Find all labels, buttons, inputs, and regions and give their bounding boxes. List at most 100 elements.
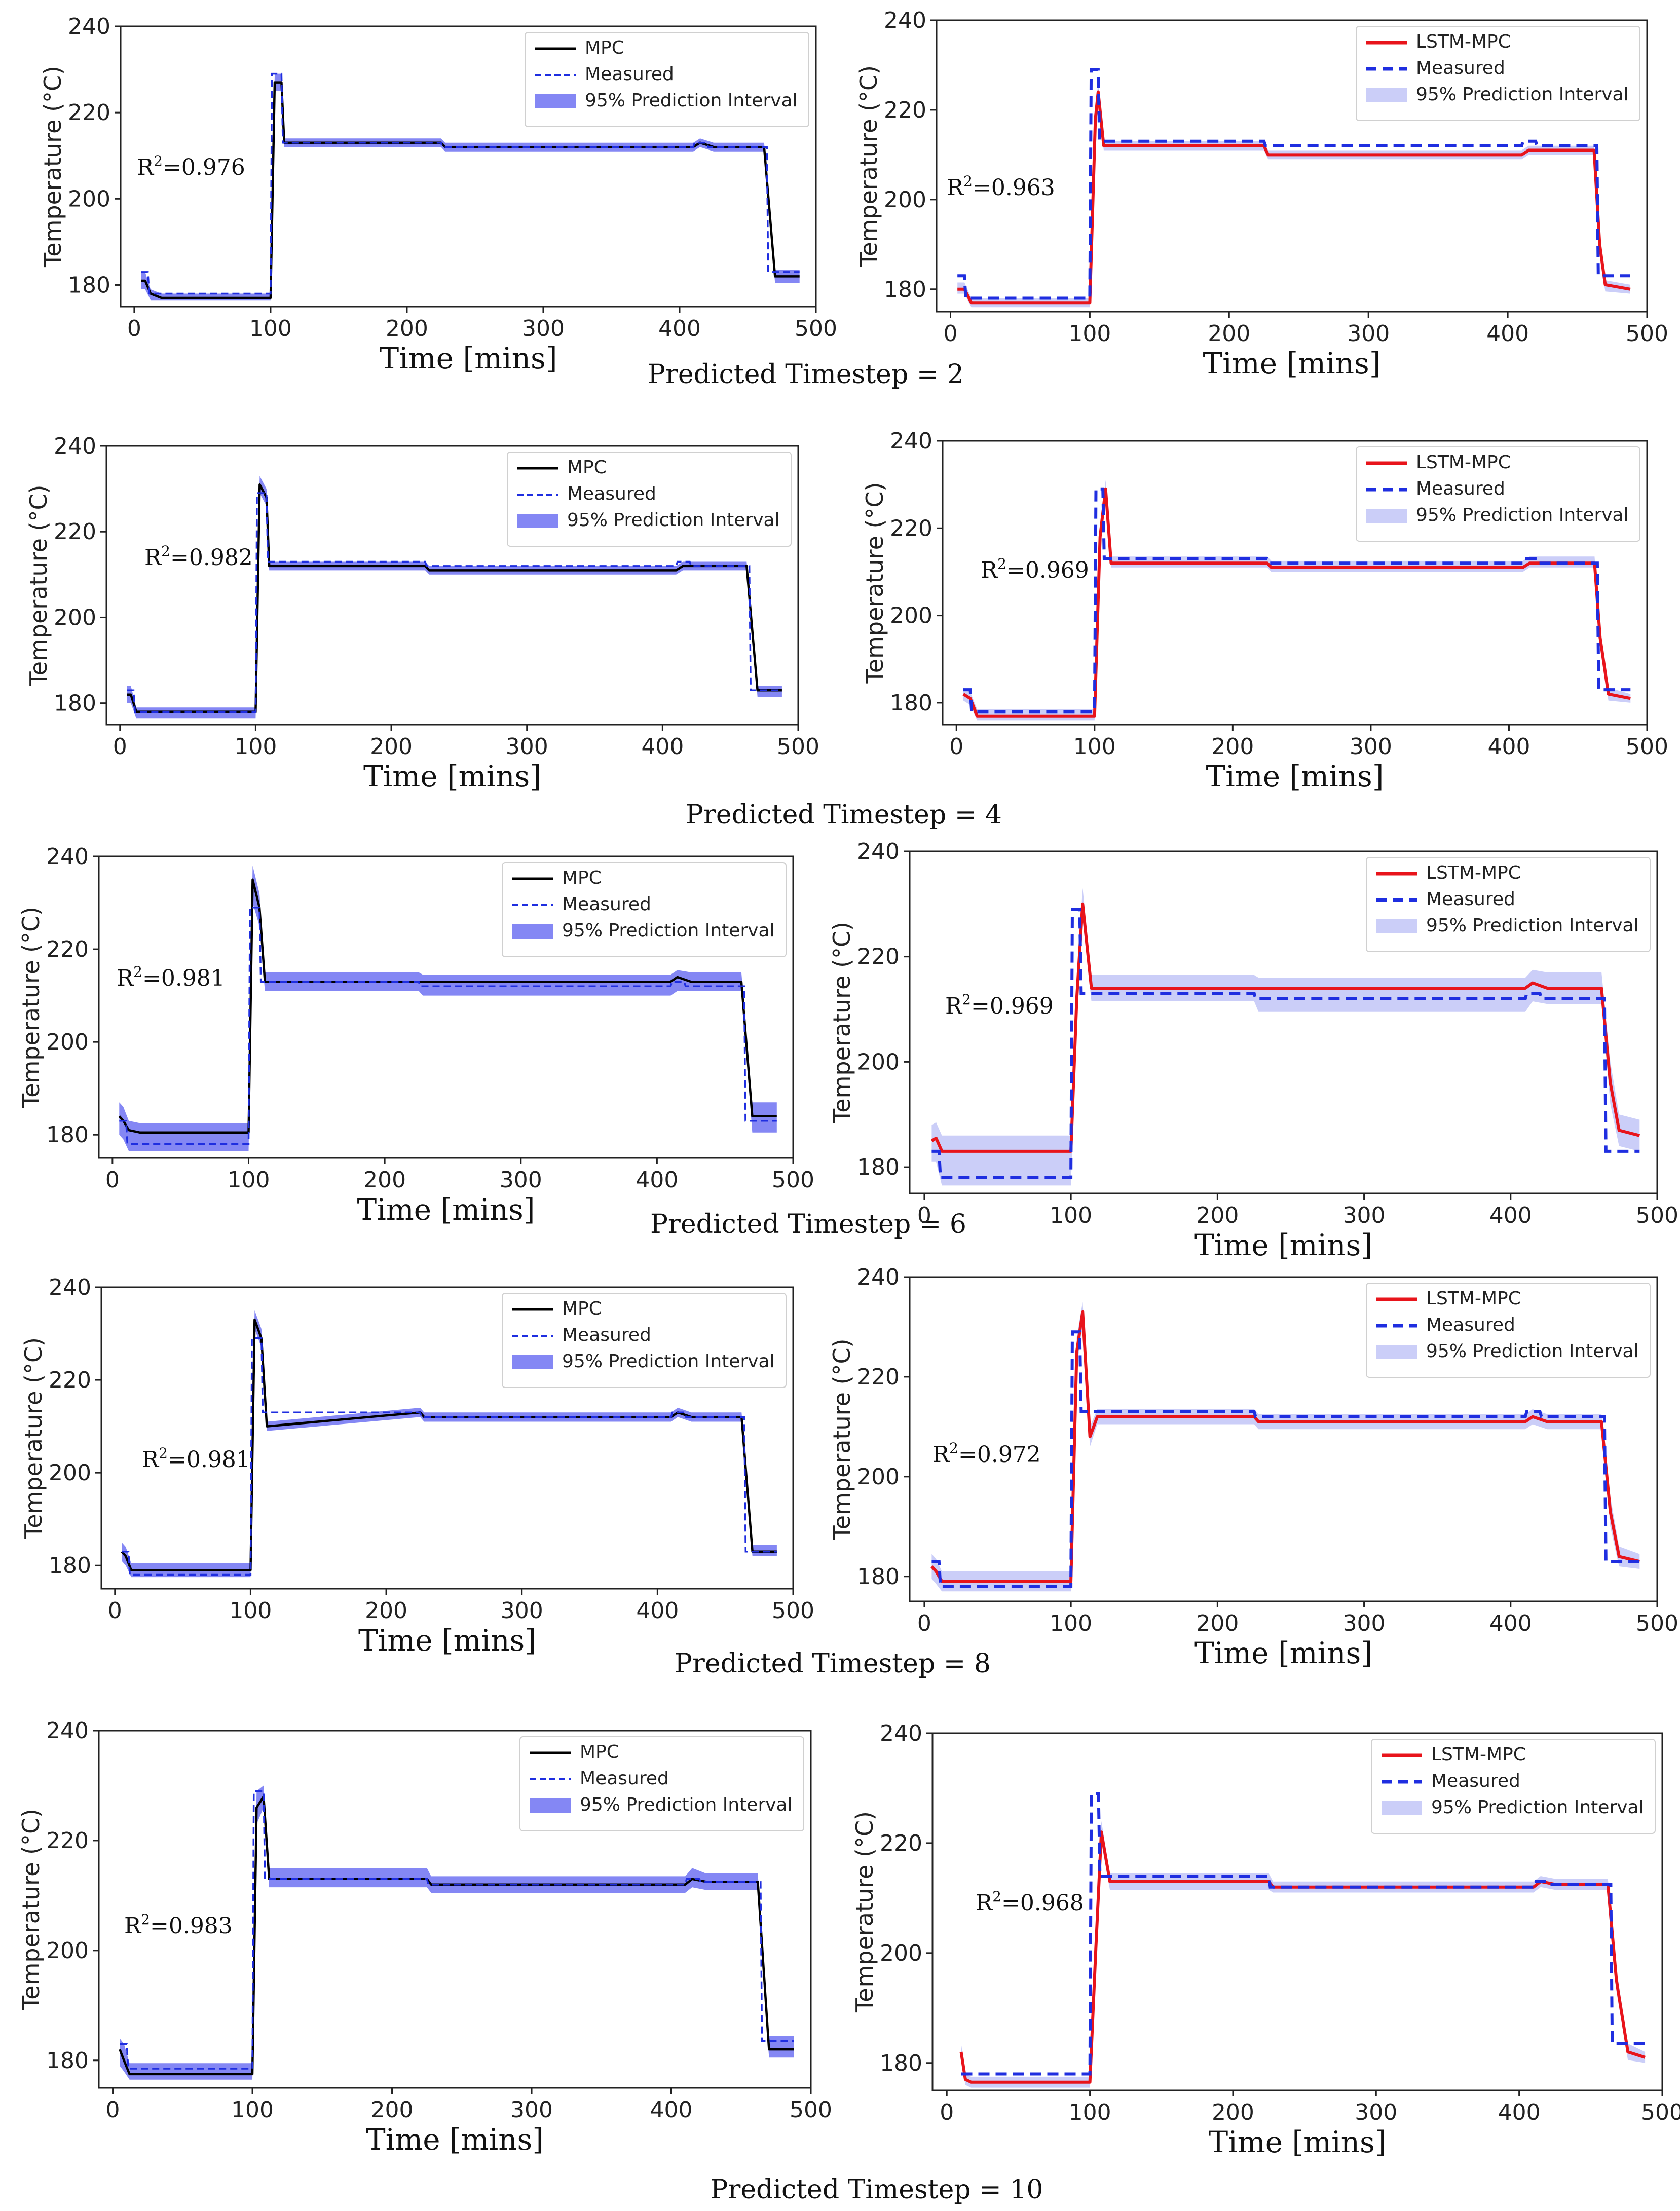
- y-tick-label: 220: [54, 519, 96, 545]
- y-tick-label: 180: [880, 2050, 922, 2076]
- y-tick-label: 220: [46, 1828, 89, 1854]
- measured-line: [122, 1337, 777, 1576]
- r2-annotation: R2=0.969: [981, 555, 1089, 583]
- y-tick-label: 180: [54, 691, 96, 717]
- x-tick-label: 200: [1196, 1610, 1239, 1636]
- y-tick-label: 240: [880, 1720, 922, 1746]
- legend-box: [1366, 1283, 1651, 1378]
- y-tick-label: 220: [880, 1830, 922, 1856]
- axes-frame: [98, 1730, 812, 2089]
- x-tick-label: 200: [386, 316, 428, 342]
- legend-label: Measured: [1416, 478, 1505, 499]
- y-tick-label: 240: [49, 1275, 91, 1300]
- x-tick-label: 100: [229, 1598, 272, 1624]
- r2-value: =0.969: [971, 993, 1054, 1019]
- legend-swatch-interval: [1366, 88, 1407, 102]
- legend-label: LSTM-MPC: [1416, 31, 1511, 52]
- legend-swatch-interval: [512, 924, 553, 939]
- legend: MPC Measured 95% Prediction Interval: [502, 1293, 787, 1388]
- legend: MPC Measured 95% Prediction Interval: [502, 862, 787, 957]
- chart-mpc-ts8: 0 100 200 300 400 500 180 200 220 240 Time [mins] T…: [20, 1275, 814, 1658]
- x-tick-label: 300: [501, 1598, 543, 1624]
- x-tick-label: 200: [371, 2097, 414, 2123]
- r2-value: =0.983: [150, 1913, 233, 1939]
- x-tick-label: 500: [1636, 1610, 1678, 1636]
- x-tick-label: 200: [1212, 2100, 1254, 2125]
- x-tick-label: 200: [1196, 1203, 1239, 1228]
- axes-frame: [931, 1732, 1663, 2091]
- legend-box: [502, 862, 787, 957]
- y-tick-label: 240: [46, 844, 89, 870]
- r2-letter: R: [117, 965, 134, 991]
- x-tick-label: 500: [772, 1167, 814, 1193]
- x-tick-label: 500: [777, 734, 819, 760]
- x-tick-label: 0: [106, 2097, 120, 2123]
- y-tick-label: 180: [857, 1564, 900, 1590]
- x-axis-label: Time [mins]: [1206, 759, 1384, 794]
- predicted-line: [121, 1318, 777, 1571]
- x-axis-label: Time [mins]: [358, 1623, 536, 1658]
- measured-line: [931, 1330, 1640, 1588]
- plot-area: [962, 480, 1631, 721]
- measured-line: [120, 1790, 794, 2070]
- y-tick-label: 220: [857, 944, 900, 970]
- legend-label: Measured: [1416, 58, 1505, 79]
- predicted-line: [957, 90, 1631, 305]
- legend-label: 95% Prediction Interval: [567, 510, 780, 531]
- x-tick-label: 200: [363, 1167, 406, 1193]
- r2-value: =0.968: [1001, 1890, 1084, 1916]
- y-tick-label: 180: [46, 2048, 89, 2074]
- measured-line: [957, 68, 1630, 300]
- x-tick-label: 100: [231, 2097, 274, 2123]
- row-label-ts2: Predicted Timestep = 2: [648, 359, 964, 390]
- y-axis-label: Temperature (°C): [851, 1811, 878, 2013]
- x-tick-label: 300: [1355, 2100, 1397, 2125]
- r2-value: =0.969: [1006, 557, 1089, 583]
- r2-letter: R: [945, 993, 963, 1019]
- x-tick-label: 100: [1073, 734, 1116, 760]
- y-tick-label: 220: [884, 97, 926, 123]
- legend-box: [519, 1736, 804, 1831]
- predicted-line: [959, 1830, 1646, 2084]
- axes-frame: [120, 25, 817, 308]
- axes-frame: [909, 850, 1658, 1194]
- y-tick-label: 220: [857, 1364, 900, 1390]
- x-tick-label: 100: [1050, 1610, 1092, 1636]
- legend-label: Measured: [1431, 1771, 1520, 1791]
- r2-annotation: R2=0.976: [137, 153, 245, 180]
- x-tick-label: 100: [227, 1167, 270, 1193]
- y-tick-label: 240: [857, 839, 900, 865]
- y-tick-label: 200: [46, 1938, 89, 1964]
- legend-swatch-interval: [517, 514, 558, 528]
- x-tick-label: 100: [1069, 2100, 1111, 2125]
- legend-label: 95% Prediction Interval: [562, 1351, 775, 1372]
- x-tick-label: 0: [917, 1203, 931, 1228]
- r2-letter: R: [142, 1447, 160, 1473]
- row-label-ts4: Predicted Timestep = 4: [686, 800, 1002, 830]
- x-tick-label: 400: [658, 316, 701, 342]
- x-tick-label: 100: [1050, 1203, 1092, 1228]
- x-axis-label: Time [mins]: [366, 2122, 544, 2157]
- y-axis-label: Temperature (°C): [828, 922, 855, 1123]
- legend-label: Measured: [1426, 889, 1515, 910]
- x-tick-label: 300: [510, 2097, 553, 2123]
- x-tick-label: 400: [1489, 1203, 1532, 1228]
- axes-frame: [105, 445, 799, 726]
- y-tick-label: 200: [857, 1049, 900, 1075]
- x-axis-label: Time [mins]: [363, 759, 541, 794]
- legend-box: [1356, 446, 1640, 542]
- x-tick-label: 500: [1636, 1203, 1678, 1228]
- x-axis-label: Time [mins]: [357, 1192, 535, 1227]
- r2-superscript: 2: [992, 1888, 1001, 1905]
- x-tick-label: 0: [940, 2100, 954, 2125]
- chart-mpc-ts10: 0 100 200 300 400 500 180 200 220 240 Time [mins] T…: [17, 1718, 832, 2157]
- chart-lstm-ts4: 0 100 200 300 400 500 180 200 220 240 Time [mins] T…: [861, 428, 1668, 794]
- chart-lstm-ts8: 0 100 200 300 400 500 180 200 220 240 Time [mins] T…: [828, 1264, 1678, 1670]
- measured-line: [961, 1792, 1646, 2076]
- x-tick-label: 0: [113, 734, 127, 760]
- legend: MPC Measured 95% Prediction Interval: [507, 452, 792, 547]
- prediction-interval-band: [931, 888, 1640, 1186]
- r2-superscript: 2: [133, 963, 142, 980]
